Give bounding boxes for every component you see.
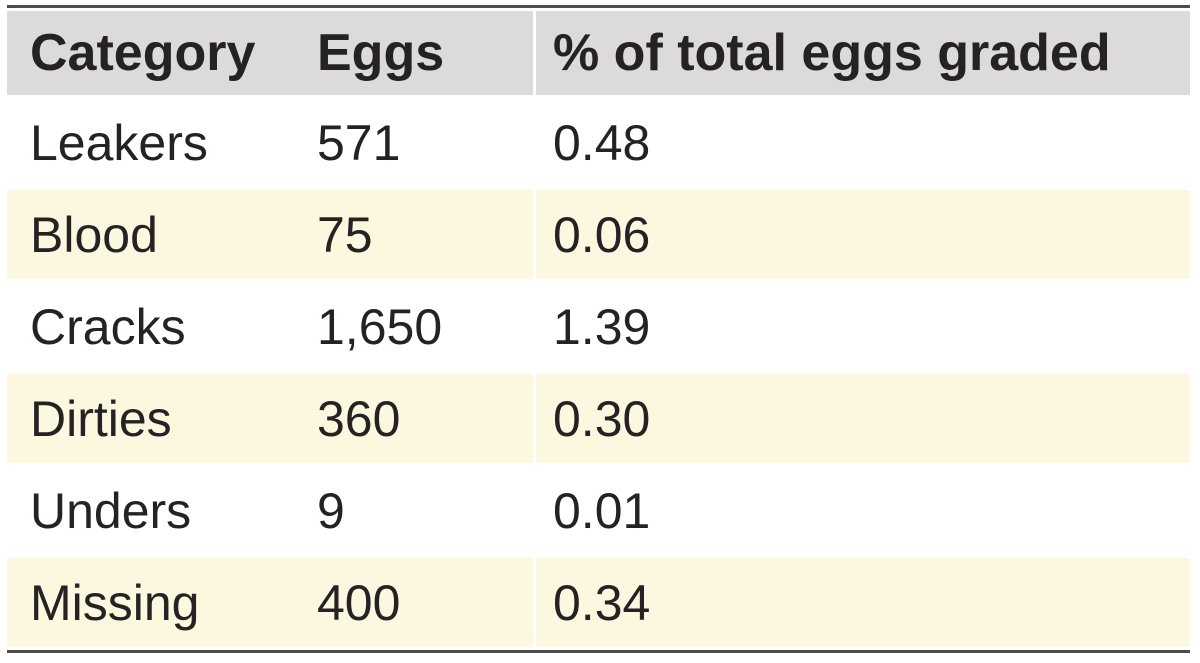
table-row: Cracks 1,650 1.39: [7, 282, 1190, 371]
cell-pct: 0.48: [533, 98, 1190, 187]
table-row: Blood 75 0.06: [7, 190, 1190, 279]
table-row: Leakers 571 0.48: [7, 98, 1190, 187]
cell-category: Dirties: [7, 374, 297, 463]
table-row: Missing 400 0.34: [7, 558, 1190, 647]
cell-pct: 0.01: [533, 466, 1190, 555]
cell-eggs: 360: [297, 374, 533, 463]
table-row: Unders 9 0.01: [7, 466, 1190, 555]
cell-category: Cracks: [7, 282, 297, 371]
table-header: Category Eggs % of total eggs graded: [7, 11, 1190, 95]
cell-eggs: 400: [297, 558, 533, 647]
table-row: Dirties 360 0.30: [7, 374, 1190, 463]
cell-eggs: 571: [297, 98, 533, 187]
cell-eggs: 9: [297, 466, 533, 555]
cell-category: Missing: [7, 558, 297, 647]
cell-category: Leakers: [7, 98, 297, 187]
cell-pct: 0.30: [533, 374, 1190, 463]
column-header-category: Category: [7, 11, 297, 95]
cell-pct: 0.34: [533, 558, 1190, 647]
header-row: Category Eggs % of total eggs graded: [7, 11, 1190, 95]
cell-category: Blood: [7, 190, 297, 279]
cell-category: Unders: [7, 466, 297, 555]
cell-pct: 0.06: [533, 190, 1190, 279]
cell-eggs: 1,650: [297, 282, 533, 371]
eggs-grading-table: Category Eggs % of total eggs graded Lea…: [7, 5, 1190, 653]
column-header-eggs: Eggs: [297, 11, 533, 95]
column-header-pct-of-total: % of total eggs graded: [533, 11, 1190, 95]
cell-eggs: 75: [297, 190, 533, 279]
cell-pct: 1.39: [533, 282, 1190, 371]
table-body: Leakers 571 0.48 Blood 75 0.06 Cracks 1,…: [7, 98, 1190, 647]
